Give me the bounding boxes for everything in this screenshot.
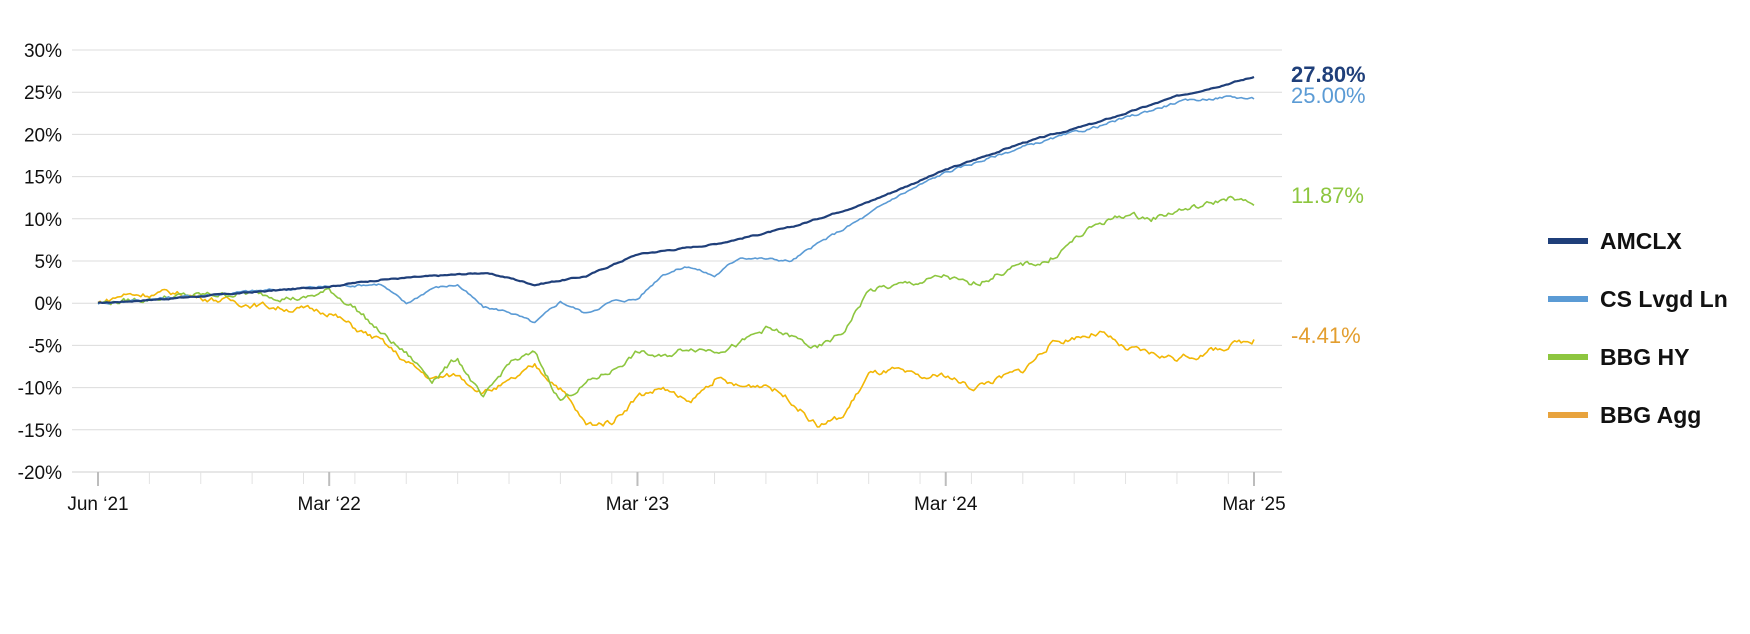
gridlines: [72, 49, 1282, 473]
y-tick-label: 20%: [24, 125, 62, 146]
legend: AMCLX CS Lvgd Ln BBG HY BBG Agg: [1548, 212, 1728, 444]
end-value-label: 11.87%: [1291, 183, 1364, 208]
y-tick-label: 30%: [24, 41, 62, 62]
y-tick-label: -10%: [18, 379, 62, 400]
end-value-label: -4.41%: [1291, 323, 1361, 348]
end-value-labels: 27.80%25.00% 11.87% -4.41%: [1291, 62, 1366, 348]
x-tick-label: Mar ‘25: [1222, 494, 1285, 515]
y-axis: 30% 25% 20% 15% 10% 5% 0% -5% -10% -15% -20%: [18, 41, 62, 484]
legend-label: BBG Agg: [1600, 401, 1702, 428]
legend-swatch: [1548, 296, 1588, 302]
legend-item-cs-lvgd-ln: CS Lvgd Ln: [1548, 270, 1728, 328]
end-value-label: 27.80%: [1291, 62, 1366, 87]
legend-item-bbg-hy: BBG HY: [1548, 328, 1728, 386]
series-line-bbg-hy: [97, 195, 1255, 401]
x-tick-label: Mar ‘23: [606, 494, 669, 515]
y-tick-label: -5%: [28, 336, 62, 357]
legend-item-bbg-agg: BBG Agg: [1548, 386, 1728, 444]
y-tick-label: -20%: [18, 463, 62, 484]
legend-swatch: [1548, 354, 1588, 360]
legend-label: CS Lvgd Ln: [1600, 285, 1728, 312]
series-line-bbg-agg: [97, 288, 1255, 428]
x-tick-label: Jun ‘21: [67, 494, 128, 515]
y-tick-label: 15%: [24, 168, 62, 189]
series-line-amclx: [97, 75, 1255, 304]
end-value-label: 25.00%: [1291, 83, 1366, 108]
x-tick-label: Mar ‘24: [914, 494, 978, 515]
y-tick-label: 25%: [24, 83, 62, 104]
legend-label: BBG HY: [1600, 343, 1690, 370]
y-tick-label: 5%: [35, 252, 63, 273]
legend-swatch: [1548, 412, 1588, 418]
y-tick-label: -15%: [18, 421, 62, 442]
y-tick-label: 10%: [24, 210, 62, 231]
y-tick-label: 0%: [35, 294, 63, 315]
legend-label: AMCLX: [1600, 227, 1682, 254]
series-line-cs-lvgd-ln: [97, 95, 1255, 324]
x-axis: Jun ‘21 Mar ‘22 Mar ‘23 Mar ‘24 Mar ‘25: [67, 471, 1286, 515]
x-tick-label: Mar ‘22: [298, 494, 361, 515]
legend-item-amclx: AMCLX: [1548, 212, 1728, 270]
series-lines: [97, 75, 1255, 428]
legend-swatch: [1548, 238, 1588, 244]
